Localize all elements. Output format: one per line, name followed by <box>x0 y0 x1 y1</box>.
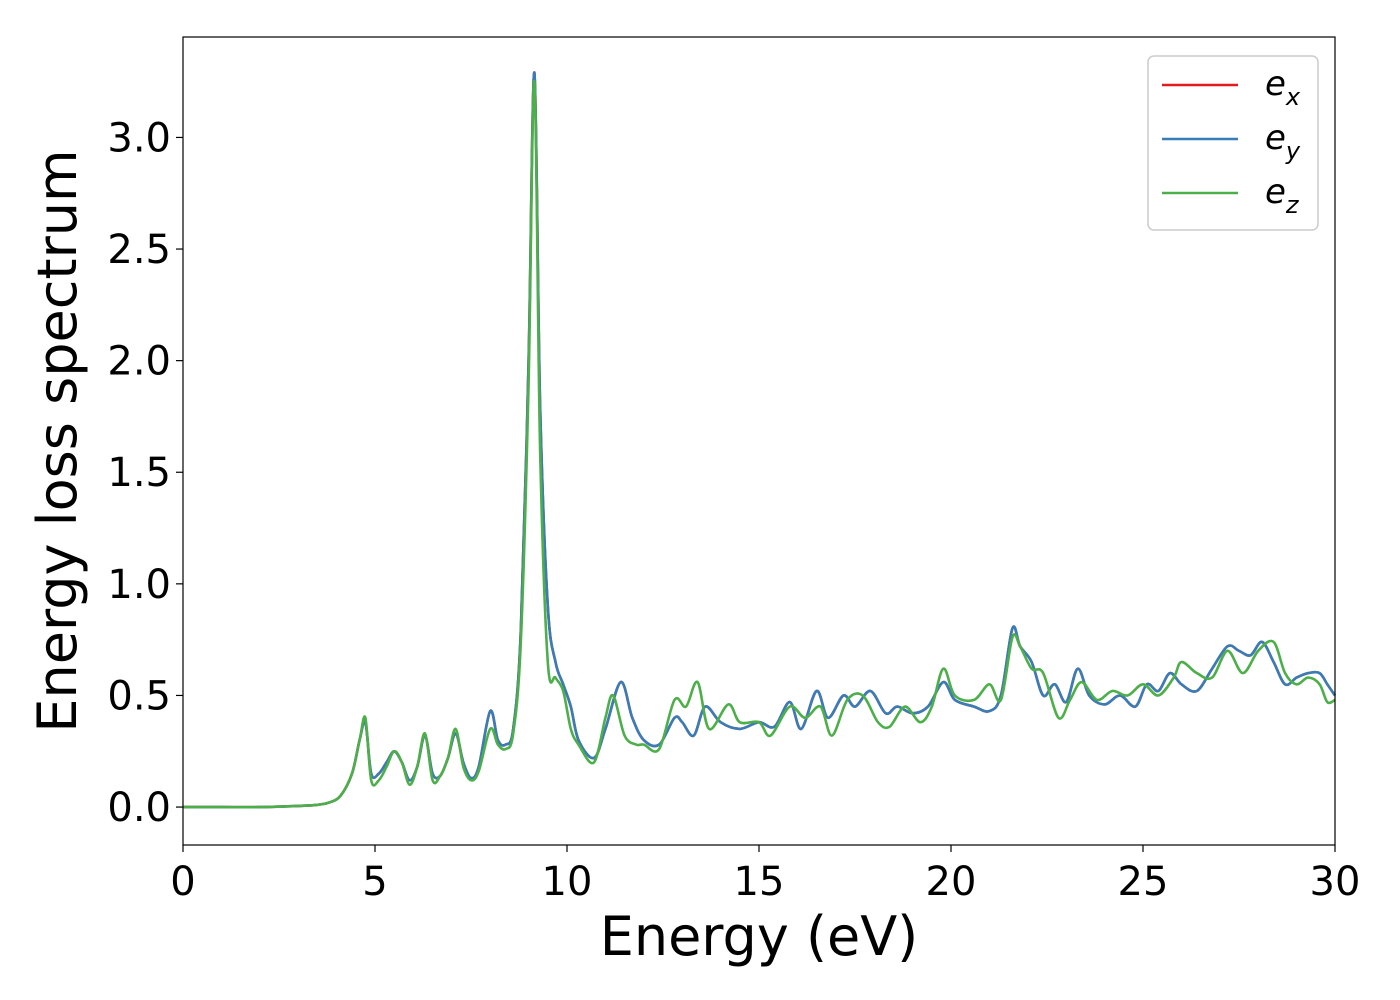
x-axis: 0 5 10 15 20 25 30 <box>170 845 1360 905</box>
x-axis-title: Energy (eV) <box>600 905 919 968</box>
x-tick-label: 20 <box>926 859 977 905</box>
y-axis: 0.0 0.5 1.0 1.5 2.0 2.5 3.0 <box>107 115 183 831</box>
y-tick-label: 1.5 <box>107 450 171 496</box>
y-tick-label: 2.5 <box>107 227 171 273</box>
legend-label-z: ez <box>1265 172 1300 219</box>
x-tick-label: 10 <box>542 859 593 905</box>
x-tick-label: 25 <box>1118 859 1169 905</box>
y-axis-title: Energy loss spectrum <box>26 149 89 732</box>
x-tick-label: 5 <box>362 859 387 905</box>
y-tick-label: 0.5 <box>107 673 171 719</box>
y-tick-label: 2.0 <box>107 339 171 385</box>
y-tick-label: 0.0 <box>107 785 171 831</box>
legend-box <box>1147 55 1319 231</box>
y-tick-label: 1.0 <box>107 562 171 608</box>
series-layer <box>182 71 1337 809</box>
x-tick-label: 15 <box>734 859 785 905</box>
series-line-z <box>182 80 1336 809</box>
x-tick-label: 0 <box>170 859 195 905</box>
x-tick-label: 30 <box>1310 859 1361 905</box>
y-tick-label: 3.0 <box>107 115 171 161</box>
